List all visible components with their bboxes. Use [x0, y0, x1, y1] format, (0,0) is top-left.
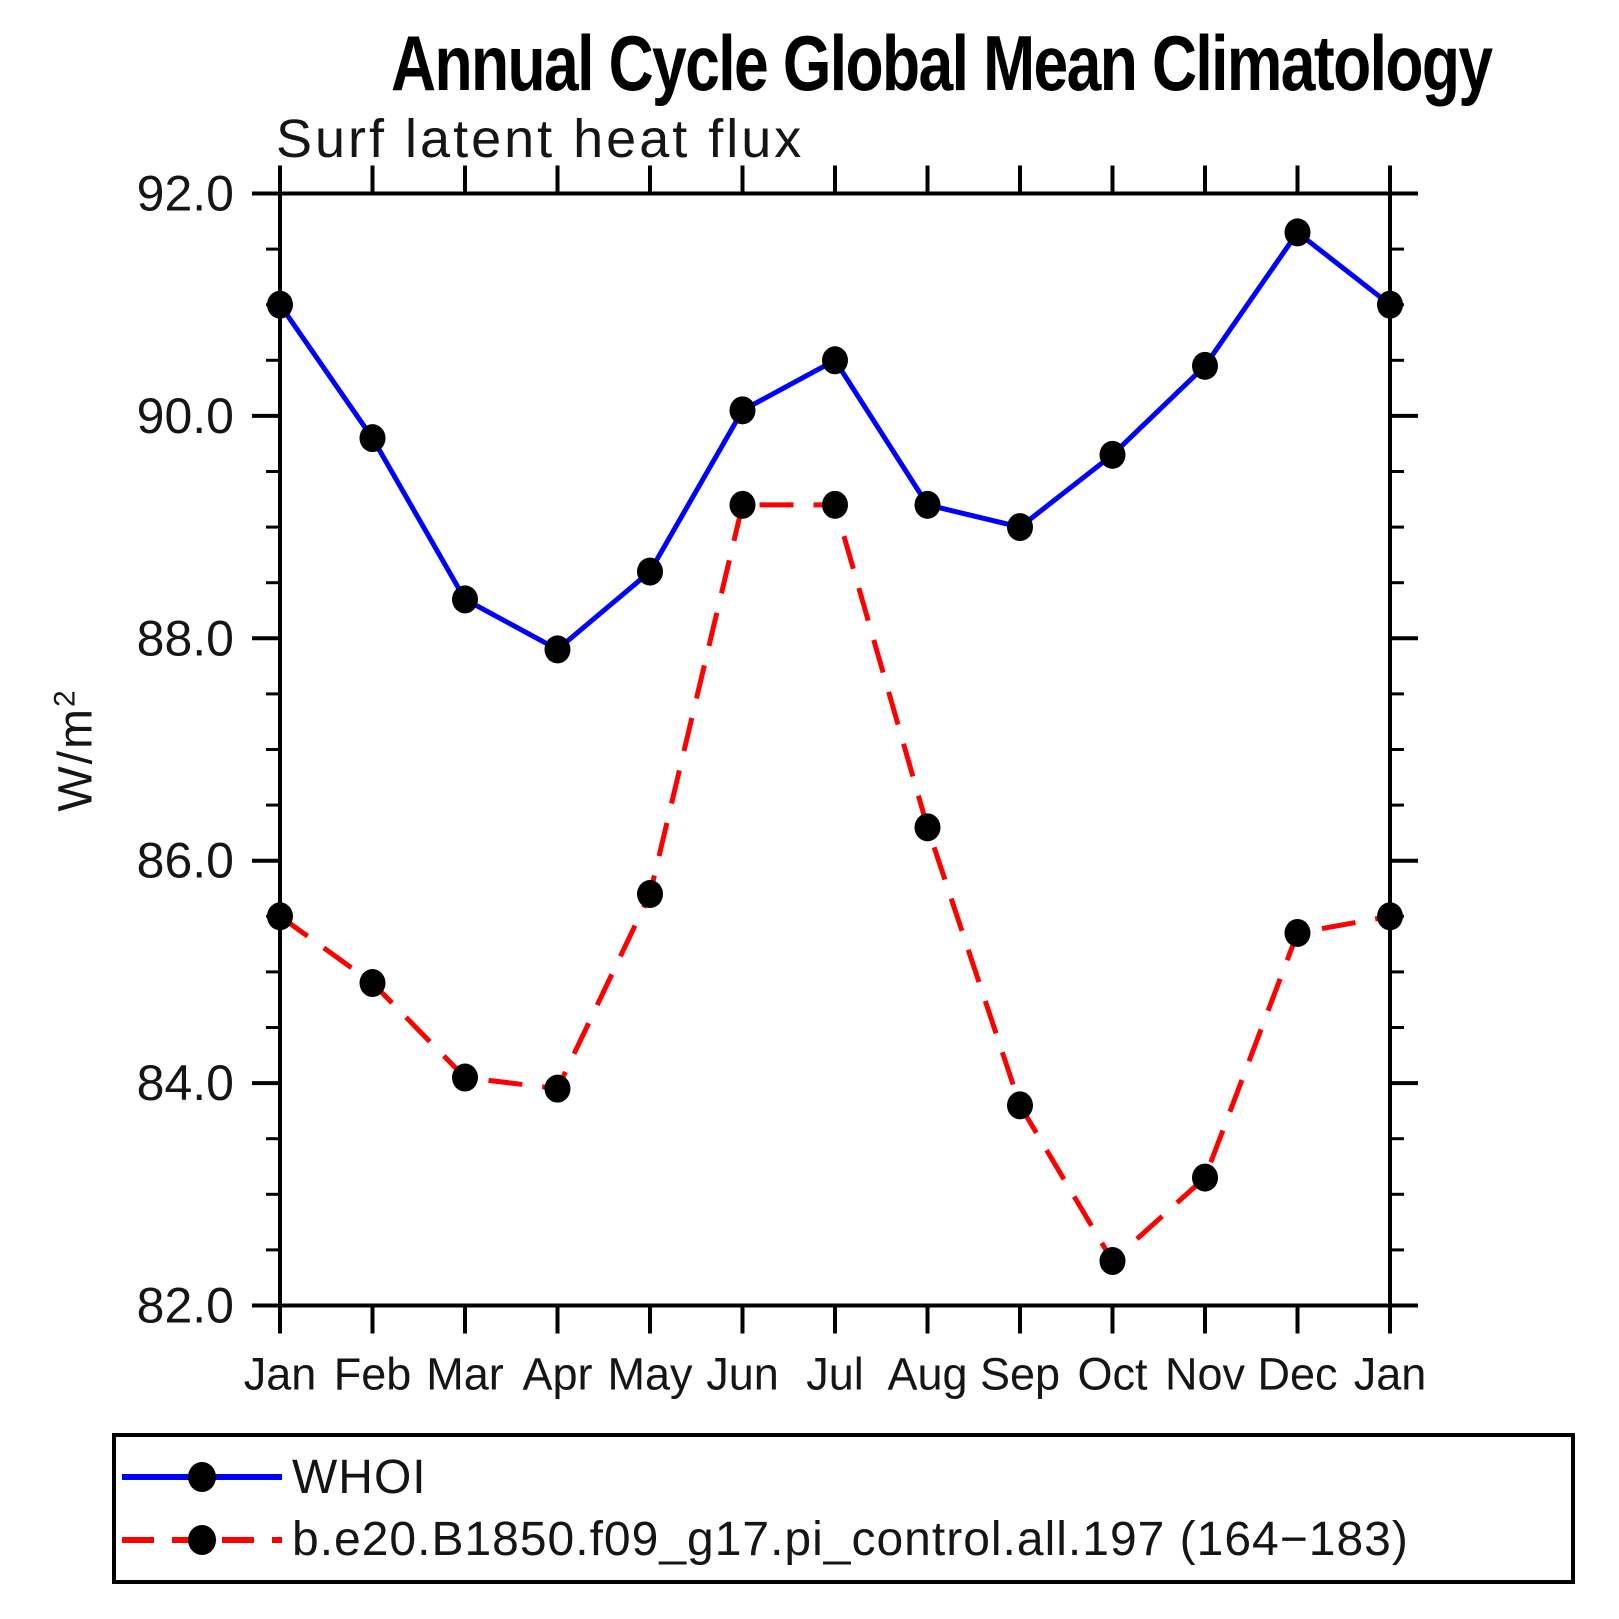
- legend-marker-icon: [188, 1462, 216, 1493]
- legend-label-whoi: WHOI: [292, 1450, 427, 1504]
- data-point: [267, 902, 293, 931]
- y-tick-label: 84.0: [137, 1055, 234, 1111]
- data-point: [1007, 1091, 1033, 1120]
- legend-row-whoi: WHOI: [116, 1451, 1571, 1504]
- x-tick-label: Nov: [1165, 1349, 1246, 1400]
- x-tick-label: Aug: [887, 1349, 967, 1400]
- data-point: [267, 290, 293, 319]
- plot-subtitle: Surf latent heat flux: [276, 109, 805, 169]
- y-tick-label: 88.0: [137, 610, 234, 666]
- data-point: [544, 635, 571, 664]
- legend-row-model: b.e20.B1850.f09_g17.pi_control.all.197 (…: [116, 1513, 1571, 1566]
- x-tick-label: Jul: [806, 1349, 864, 1400]
- data-point: [729, 396, 756, 425]
- data-point: [1284, 918, 1311, 947]
- data-point: [452, 1063, 478, 1092]
- y-tick-label: 86.0: [137, 833, 234, 889]
- data-point: [637, 880, 663, 909]
- y-tick-label: 90.0: [137, 388, 234, 444]
- series-line-0: [277, 229, 1392, 652]
- legend-marker-icon: [188, 1524, 216, 1555]
- x-tick-label: Jun: [706, 1349, 779, 1400]
- data-point: [822, 346, 848, 375]
- data-point: [822, 490, 848, 519]
- data-point: [359, 969, 386, 998]
- x-tick-label: Oct: [1077, 1349, 1148, 1400]
- data-point: [1007, 513, 1033, 542]
- x-tick-label: Apr: [522, 1349, 592, 1400]
- series-line-1: [278, 502, 1391, 1264]
- data-point: [1284, 218, 1311, 247]
- data-point: [359, 424, 386, 453]
- data-point: [637, 557, 663, 586]
- data-point: [914, 490, 941, 519]
- legend-sample-whoi: [122, 1462, 282, 1493]
- legend-box: WHOI b.e20.B1850.f09_g17.pi_control.all.…: [112, 1433, 1575, 1584]
- legend-sample-model: [122, 1524, 282, 1555]
- x-tick-label: Sep: [980, 1349, 1060, 1400]
- data-point: [1192, 1163, 1218, 1192]
- x-tick-label: Jan: [1354, 1349, 1427, 1400]
- data-point: [1099, 440, 1126, 469]
- data-point: [544, 1074, 571, 1103]
- data-point: [452, 585, 478, 614]
- legend-label-model: b.e20.B1850.f09_g17.pi_control.all.197 (…: [292, 1513, 1409, 1567]
- y-tick-label: 92.0: [137, 166, 234, 222]
- x-tick-label: Feb: [334, 1349, 412, 1400]
- data-point: [1377, 902, 1403, 931]
- data-point: [1377, 290, 1403, 319]
- x-tick-label: Dec: [1257, 1349, 1337, 1400]
- data-point: [729, 490, 756, 519]
- y-tick-label: 82.0: [137, 1278, 234, 1334]
- x-tick-label: Jan: [244, 1349, 317, 1400]
- data-point: [1192, 351, 1218, 380]
- x-tick-label: Mar: [426, 1349, 504, 1400]
- x-tick-label: May: [607, 1349, 693, 1400]
- data-point: [914, 813, 941, 842]
- data-point: [1099, 1247, 1126, 1276]
